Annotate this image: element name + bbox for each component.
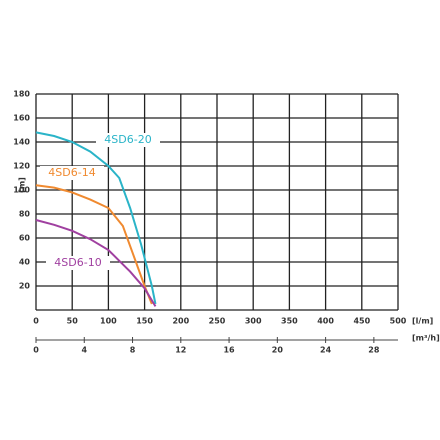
y-tick-label: 140 [13,138,30,147]
x2-tick-label: 28 [368,346,380,355]
label-bg [96,133,160,147]
y-tick-label: 100 [13,186,30,195]
y-tick-label: 60 [19,234,31,243]
x-tick-label: 100 [100,317,117,326]
label-bg [46,256,110,270]
label-bg [40,166,104,180]
x2-tick-label: 0 [33,346,39,355]
x-tick-label: 350 [281,317,298,326]
y-tick-label: 180 [13,90,30,99]
x2-tick-label: 8 [130,346,136,355]
x2-tick-label: 16 [223,346,235,355]
curve [35,184,153,305]
curve-label: 4SD6-14 [48,166,95,179]
x-tick-label: 500 [390,317,407,326]
y-tick-label: 80 [19,210,31,219]
curve [35,131,157,305]
x-tick-label: 200 [172,317,189,326]
x2-tick-label: 12 [175,346,186,355]
x-tick-label: 150 [136,317,153,326]
x-tick-label: 400 [317,317,334,326]
x-tick-label: 300 [245,317,262,326]
curve-label: 4SD6-20 [104,133,151,146]
x2-axis-label: [m³/h] [412,334,440,343]
x-tick-label: 450 [353,317,370,326]
x2-tick-label: 24 [320,346,332,355]
x-tick-label: 250 [209,317,226,326]
y-tick-label: 40 [19,258,31,267]
x2-tick-label: 20 [272,346,284,355]
x-tick-label: 0 [33,317,39,326]
y-tick-label: 20 [19,282,31,291]
x-axis-label: [l/m] [412,317,433,326]
x2-tick-label: 4 [81,346,87,355]
y-tick-label: 160 [13,114,30,123]
curve-label: 4SD6-10 [54,256,101,269]
y-tick-label: 120 [13,162,30,171]
y-axis-label: [m] [18,177,27,193]
x-tick-label: 50 [67,317,79,326]
curve [35,219,157,307]
